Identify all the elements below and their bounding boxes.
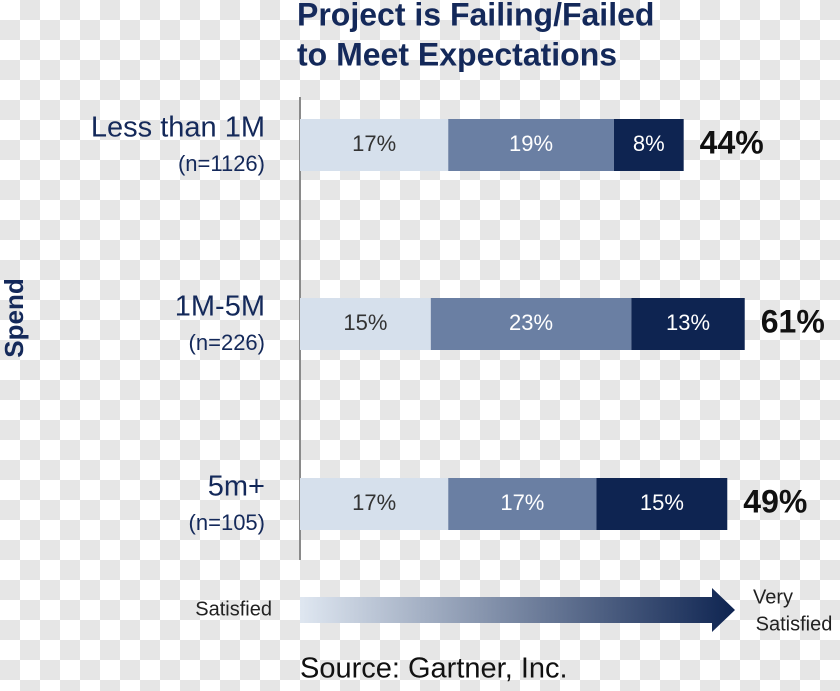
- value-label: 17%: [352, 490, 396, 515]
- chart-title: to Meet Expectations: [297, 36, 617, 72]
- category-label: 1M-5M: [175, 291, 265, 323]
- scale-arrow: [300, 588, 735, 632]
- category-label: 5m+: [208, 471, 265, 503]
- bar-segment: [448, 119, 614, 171]
- category-note: (n=105): [189, 510, 265, 535]
- value-label: 17%: [500, 490, 544, 515]
- bar-segment: [613, 119, 684, 171]
- scale-high: Satisfied: [756, 613, 833, 635]
- source: Source: Gartner, Inc.: [300, 653, 568, 685]
- bar-segment: [300, 119, 449, 171]
- category-note: (n=226): [189, 330, 265, 355]
- value-label: 15%: [640, 490, 684, 515]
- y-axis-label: Spend: [0, 278, 29, 357]
- scale-low: Satisfied: [195, 598, 272, 620]
- bar-segment: [448, 478, 597, 530]
- value-label: 15%: [343, 310, 387, 335]
- bar-segment: [300, 298, 431, 350]
- bar-segment: [300, 478, 449, 530]
- total-label: 44%: [700, 124, 764, 160]
- value-label: 23%: [509, 310, 553, 335]
- total-label: 49%: [743, 483, 807, 519]
- bar-segment: [596, 478, 728, 530]
- bar-segment: [430, 298, 632, 350]
- value-label: 17%: [352, 131, 396, 156]
- chart-title: Project is Failing/Failed: [297, 0, 654, 32]
- total-label: 61%: [761, 303, 825, 339]
- scale-high: Very: [753, 586, 793, 608]
- bar-segment: [631, 298, 745, 350]
- category-label: Less than 1M: [91, 112, 265, 144]
- category-note: (n=1126): [178, 151, 265, 176]
- value-label: 8%: [633, 131, 665, 156]
- value-label: 13%: [666, 310, 710, 335]
- value-label: 19%: [509, 131, 553, 156]
